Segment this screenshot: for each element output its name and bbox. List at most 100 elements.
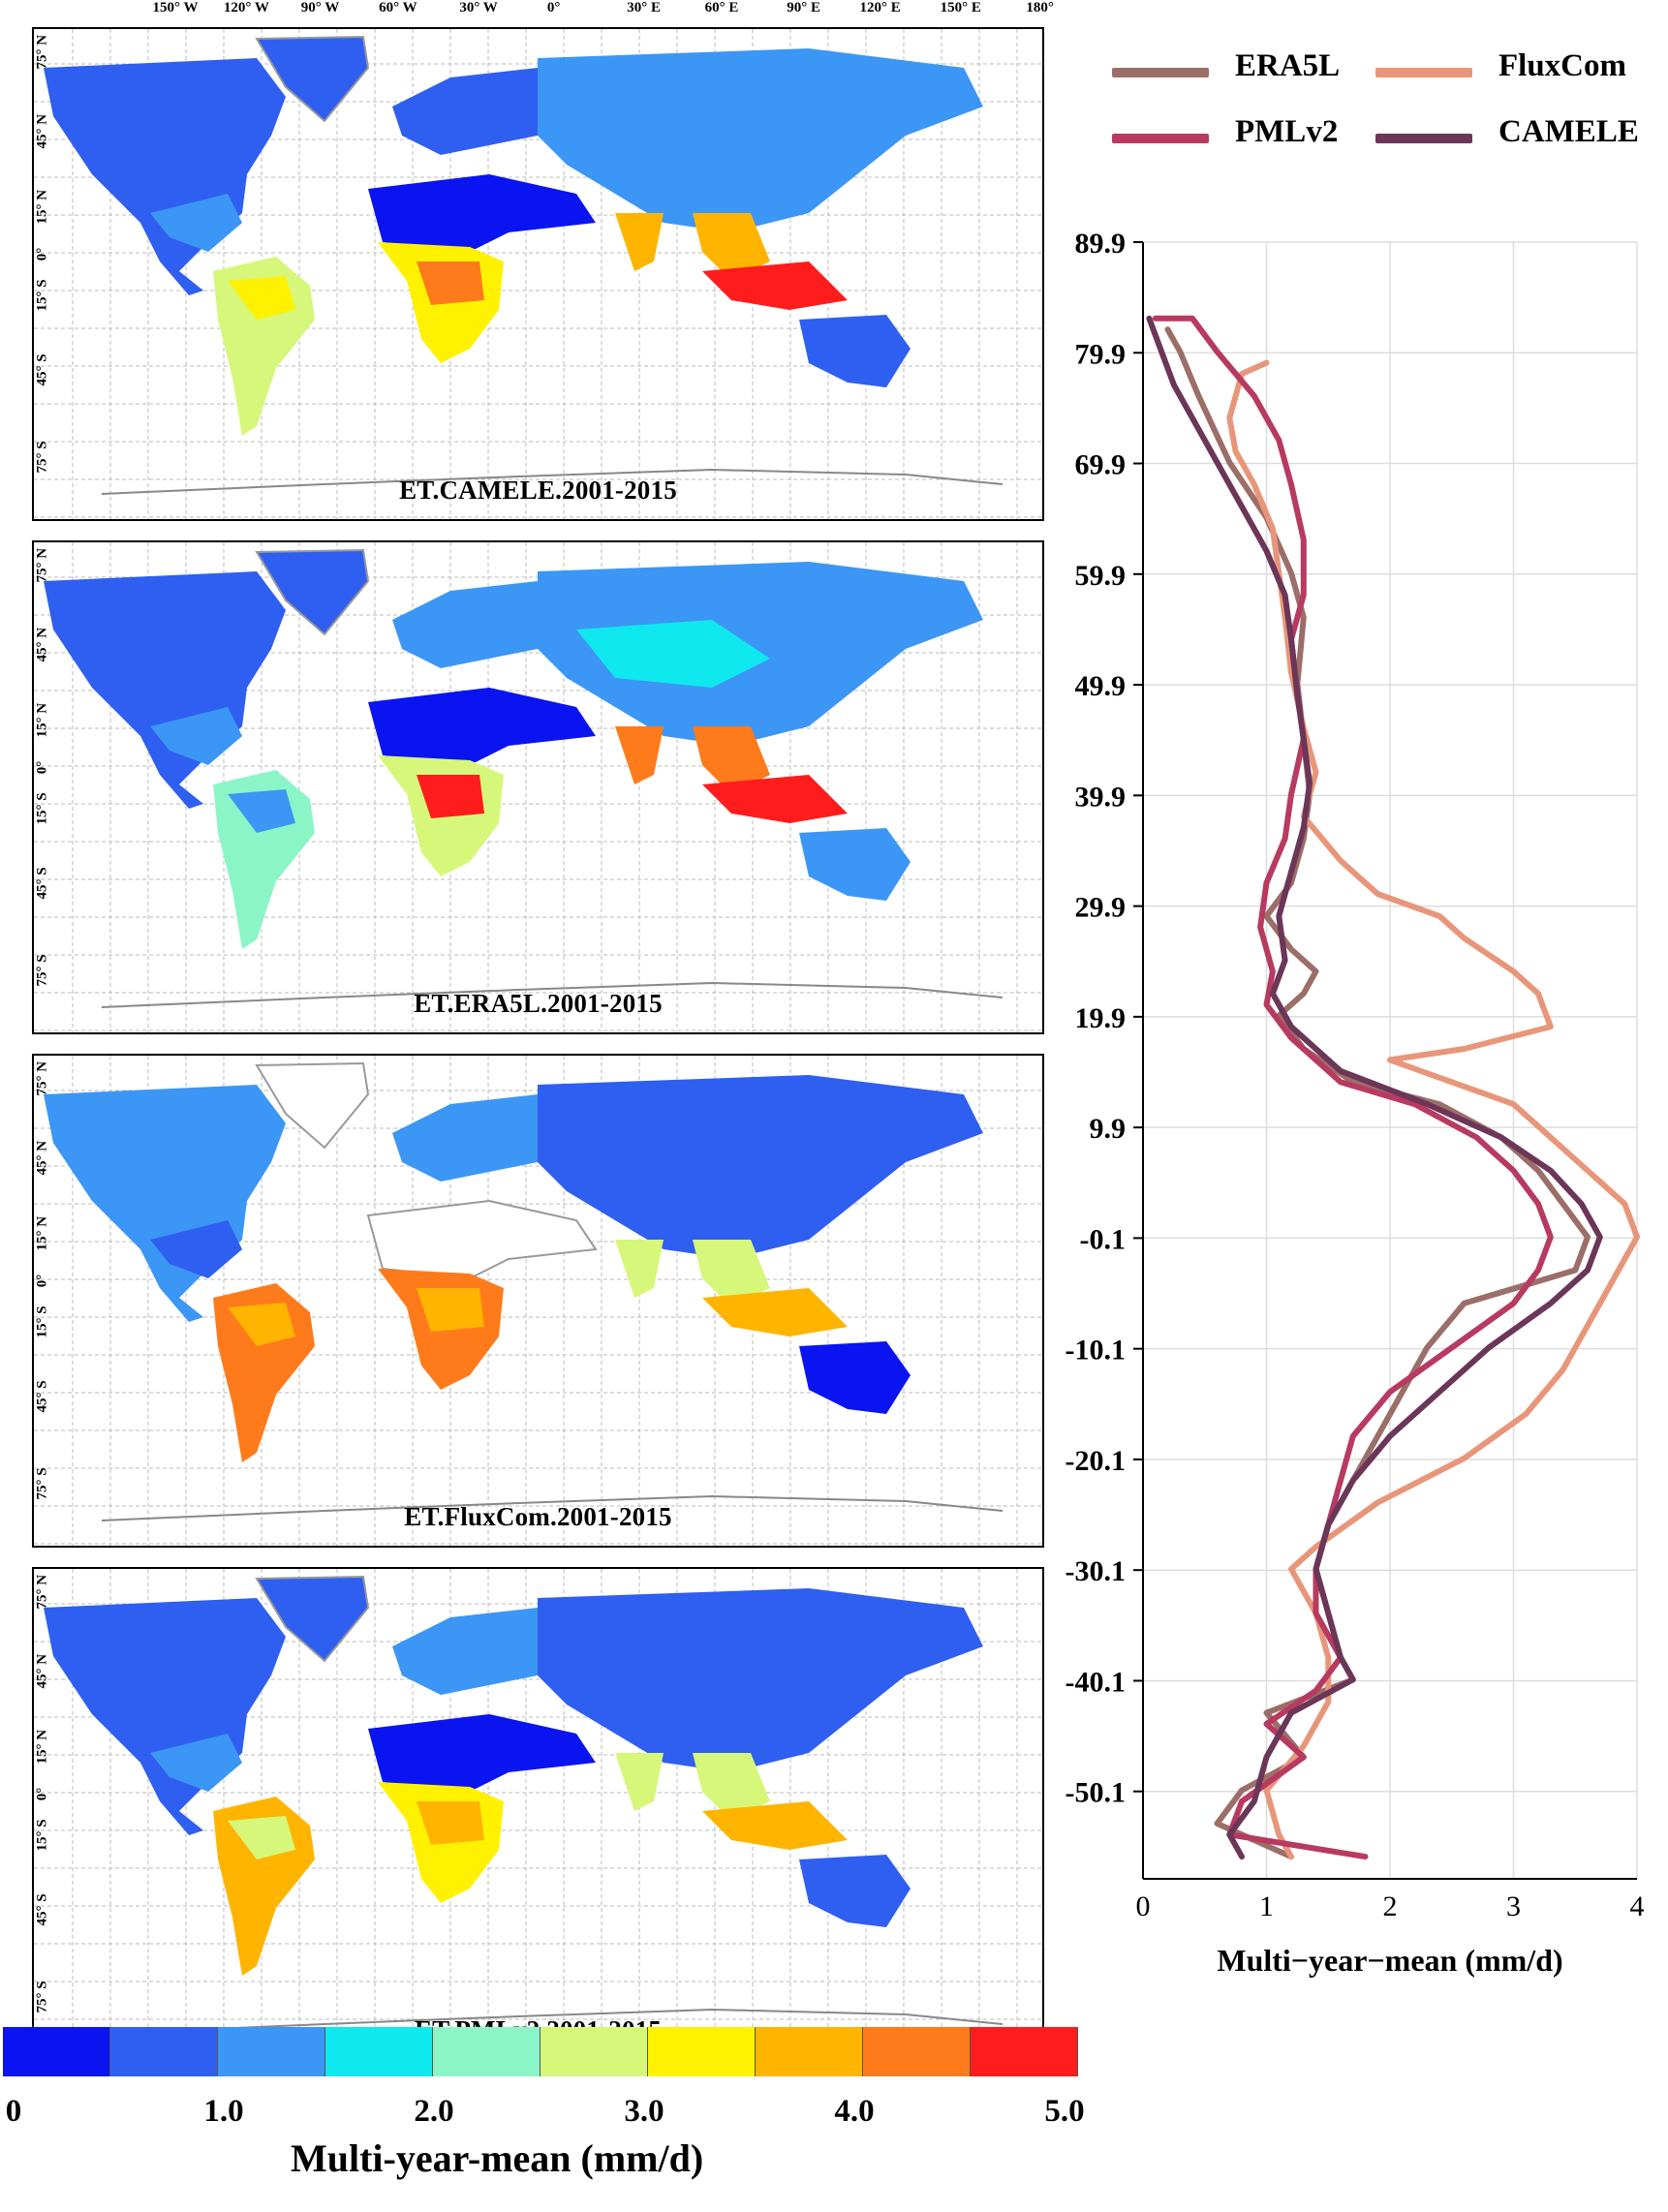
y-tick-label: 49.9	[1075, 670, 1127, 702]
lat-label: 75° N	[34, 547, 50, 583]
region-north-america-east	[150, 194, 242, 252]
region-central-asia	[576, 107, 770, 174]
lat-label: 75° N	[34, 34, 50, 70]
region-australia	[799, 1855, 911, 1927]
lon-label: 150° W	[152, 0, 199, 15]
legend-swatch	[1375, 68, 1472, 77]
lat-label: 45° S	[34, 353, 50, 386]
lat-label: 0°	[34, 1787, 50, 1801]
y-tick-label: 69.9	[1075, 449, 1127, 481]
colorbar-tick: 2.0	[414, 2094, 454, 2129]
legend-label: FluxCom	[1498, 48, 1626, 83]
colorbar-cell	[863, 2027, 971, 2076]
region-greenland	[255, 548, 370, 636]
colorbar-cell	[325, 2027, 433, 2076]
lon-label: 120° E	[859, 0, 901, 15]
series-line-pmlv2	[1152, 315, 1554, 1860]
legend-label: ERA5L	[1235, 48, 1341, 83]
lat-label: 75° S	[34, 1981, 50, 2013]
lat-label: 45° S	[34, 1380, 50, 1413]
y-tick-label: -50.1	[1066, 1777, 1127, 1809]
region-sahara	[366, 1199, 598, 1280]
region-antarctica-coast	[101, 468, 1004, 495]
lon-label: 90° W	[300, 0, 340, 15]
series-line-camele	[1146, 315, 1603, 1860]
legend-label: CAMELE	[1498, 114, 1639, 149]
region-maritime-asia	[702, 1288, 848, 1336]
map-panel-era5l: 75° N 45° N 15° N 0° 15° S 45° S 75° S ET.ERA5L…	[32, 540, 1044, 1034]
world-map-era5l	[34, 542, 1042, 1032]
colorbar-cell	[3, 2027, 110, 2076]
lat-label: 15° N	[34, 702, 50, 738]
region-maritime-asia	[702, 1801, 848, 1850]
region-north-america-east	[150, 1220, 242, 1278]
legend-swatch	[1375, 134, 1472, 143]
lat-label: 75° N	[34, 1574, 50, 1610]
region-central-africa	[417, 261, 484, 305]
region-central-africa	[417, 1288, 484, 1332]
region-australia	[799, 315, 911, 387]
region-central-asia	[576, 1133, 770, 1201]
colorbar	[3, 2027, 1078, 2076]
y-tick-label: 89.9	[1075, 228, 1127, 260]
lat-label: 45° S	[34, 867, 50, 900]
colorbar-tick: 4.0	[834, 2094, 875, 2129]
region-europe	[392, 1608, 576, 1695]
y-tick-label: -30.1	[1066, 1555, 1127, 1587]
colorbar-tick: 5.0	[1044, 2094, 1085, 2129]
colorbar-cell	[541, 2027, 648, 2076]
y-tick-label: 29.9	[1075, 892, 1127, 924]
region-antarctica-coast	[101, 1494, 1004, 1521]
colorbar-cell	[756, 2027, 863, 2076]
region-antarctica-coast	[101, 981, 1004, 1008]
colorbar-cell	[218, 2027, 325, 2076]
legend-swatch	[1112, 134, 1209, 143]
region-europe	[392, 581, 576, 668]
region-north-america-east	[150, 1734, 242, 1792]
region-amazon	[228, 1816, 295, 1859]
lat-label: 15° S	[34, 1819, 50, 1852]
lat-label: 75° S	[34, 441, 50, 474]
lat-label: 15° N	[34, 1729, 50, 1765]
region-europe	[392, 1094, 576, 1182]
lat-label: 45° N	[34, 113, 50, 149]
colorbar-cell	[433, 2027, 541, 2076]
colorbar-tick: 0	[5, 2094, 22, 2129]
region-sahara	[368, 1714, 596, 1792]
lon-label: 120° W	[223, 0, 269, 15]
lon-label: 150° E	[940, 0, 981, 15]
lat-label: 15° N	[34, 1215, 50, 1251]
lat-label: 15° S	[34, 792, 50, 825]
region-central-asia	[576, 1646, 770, 1714]
region-indochina	[693, 726, 770, 794]
region-australia	[799, 1341, 911, 1414]
x-tick-label: 3	[1506, 1890, 1521, 1922]
lon-label: 60° E	[704, 0, 739, 15]
lat-label: 75° S	[34, 1467, 50, 1500]
colorbar-title: Multi-year-mean (mm/d)	[291, 2136, 704, 2180]
region-north-america-east	[150, 707, 242, 765]
lat-label: 0°	[34, 1274, 50, 1288]
region-europe	[392, 68, 576, 155]
y-tick-label: -0.1	[1080, 1223, 1127, 1255]
region-north-america	[44, 1598, 286, 1835]
region-india	[615, 1240, 664, 1298]
lat-label: 45° N	[34, 627, 50, 662]
region-amazon	[228, 276, 295, 320]
map-panel-fluxcom: 75° N 45° N 15° N 0° 15° S 45° S 75° S ET.FluxC…	[32, 1054, 1044, 1548]
series-line-fluxcom	[1226, 359, 1640, 1860]
colorbar-cell	[110, 2027, 218, 2076]
lat-label: 45° N	[34, 1140, 50, 1176]
colorbar-cell	[648, 2027, 756, 2076]
region-australia	[799, 828, 911, 901]
latitude-profile-chart: 0 1 2 3 4 89.9 79.9 69.9 59.9 49.9 39.9 29.9 19.9 9.9…	[1066, 228, 1645, 1978]
region-sahara	[368, 688, 596, 765]
region-sahara	[368, 174, 596, 252]
region-maritime-asia	[702, 261, 848, 310]
y-tick-label: 79.9	[1075, 338, 1127, 370]
x-axis-label: Multi−year−mean (mm/d)	[1217, 1943, 1562, 1978]
x-tick-label: 2	[1383, 1890, 1398, 1922]
region-central-africa	[417, 775, 484, 818]
map-caption: ET.ERA5L.2001-2015	[414, 989, 663, 1018]
lat-label: 45° S	[34, 1893, 50, 1926]
